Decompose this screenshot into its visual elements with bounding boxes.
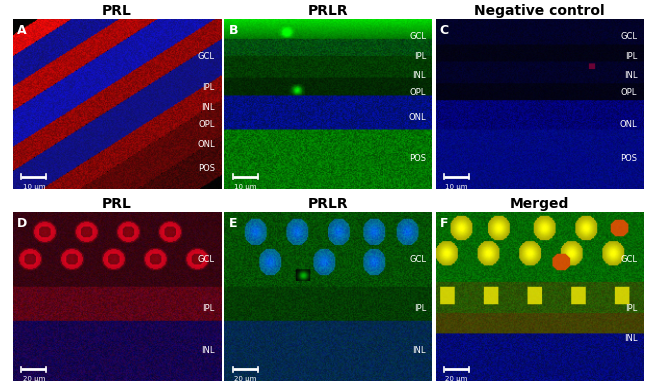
Text: 20 µm: 20 µm — [23, 376, 45, 382]
Text: OPL: OPL — [621, 88, 637, 97]
Text: C: C — [439, 24, 448, 37]
Text: E: E — [228, 217, 237, 230]
Text: 10 µm: 10 µm — [234, 184, 256, 189]
Text: GCL: GCL — [620, 255, 637, 264]
Title: Merged: Merged — [510, 197, 569, 211]
Text: INL: INL — [202, 346, 214, 355]
Text: GCL: GCL — [409, 32, 426, 41]
Title: PRL: PRL — [102, 4, 132, 18]
Text: INL: INL — [624, 334, 637, 343]
Text: ONL: ONL — [408, 113, 426, 122]
Text: IPL: IPL — [625, 52, 637, 61]
Text: OPL: OPL — [198, 120, 214, 129]
Text: IPL: IPL — [414, 304, 426, 313]
Text: D: D — [17, 217, 27, 230]
Text: 20 µm: 20 µm — [234, 376, 256, 382]
Text: ONL: ONL — [197, 140, 214, 149]
Text: GCL: GCL — [198, 52, 214, 61]
Text: GCL: GCL — [198, 255, 214, 264]
Text: IPL: IPL — [203, 82, 215, 92]
Title: Negative control: Negative control — [474, 4, 604, 18]
Text: F: F — [439, 217, 448, 230]
Text: INL: INL — [413, 71, 426, 80]
Text: GCL: GCL — [620, 32, 637, 41]
Text: OPL: OPL — [410, 88, 426, 97]
Text: IPL: IPL — [414, 52, 426, 61]
Text: ONL: ONL — [619, 120, 637, 129]
Text: INL: INL — [624, 71, 637, 80]
Text: INL: INL — [202, 103, 214, 112]
Text: A: A — [17, 24, 27, 37]
Title: PRLR: PRLR — [308, 197, 348, 211]
Text: POS: POS — [198, 164, 214, 173]
Title: PRL: PRL — [102, 197, 132, 211]
Text: 20 µm: 20 µm — [445, 376, 467, 382]
Text: POS: POS — [620, 154, 637, 162]
Text: IPL: IPL — [625, 304, 637, 313]
Text: GCL: GCL — [409, 255, 426, 264]
Text: 10 µm: 10 µm — [23, 184, 45, 189]
Text: INL: INL — [413, 346, 426, 355]
Text: 10 µm: 10 µm — [445, 184, 467, 189]
Text: B: B — [228, 24, 238, 37]
Text: IPL: IPL — [203, 304, 215, 313]
Title: PRLR: PRLR — [308, 4, 348, 18]
Text: POS: POS — [409, 154, 426, 162]
